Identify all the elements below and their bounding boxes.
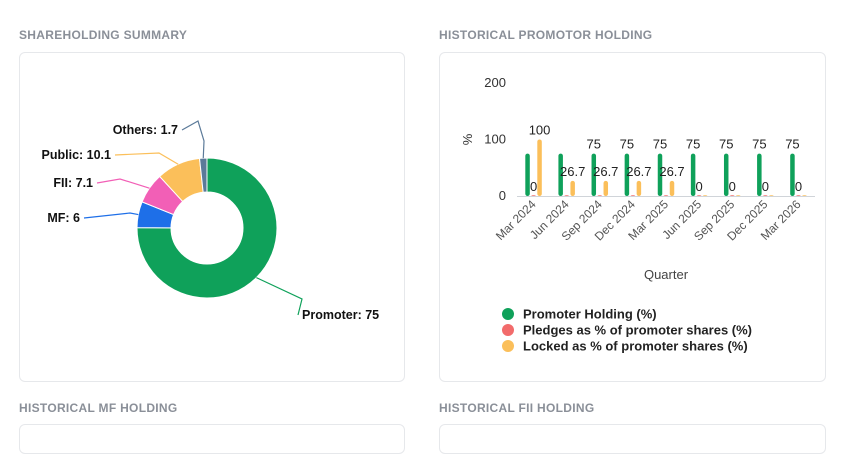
data-label-locked-as-of-promoter-shares-mar-2024: 100 xyxy=(529,123,551,138)
bar-locked-as-of-promoter-shares-sep-2024 xyxy=(603,180,609,196)
historical-mf-card xyxy=(19,424,405,454)
data-label-locked-as-of-promoter-shares-mar-2025: 26.7 xyxy=(659,164,684,179)
leader-line-promoter xyxy=(256,277,303,316)
y-tick-label: 100 xyxy=(484,132,506,147)
bar-promoter-holding-dec-2025 xyxy=(757,153,762,196)
bar-pledges-as-of-promoter-shares-mar-2025 xyxy=(663,195,669,196)
bar-pledges-as-of-promoter-shares-dec-2024 xyxy=(630,195,636,196)
bar-locked-as-of-promoter-shares-jun-2024 xyxy=(570,180,575,196)
donut-slice-others xyxy=(198,157,208,193)
bar-locked-as-of-promoter-shares-mar-2024 xyxy=(537,139,542,196)
bar-locked-as-of-promoter-shares-mar-2026 xyxy=(802,195,807,196)
bar-pledges-as-of-promoter-shares-mar-2026 xyxy=(796,195,801,196)
data-label-pledges-as-of-promoter-shares-sep-2025: 0 xyxy=(729,179,736,194)
bar-promoter-holding-dec-2024 xyxy=(624,153,630,196)
historical-promotor-card: 0 100 200% 0 100 Mar 2024 26.7 Jun 2024 75 26.7 Se… xyxy=(439,52,826,382)
data-label-pledges-as-of-promoter-shares-mar-2024: 0 xyxy=(530,179,537,194)
bar-pledges-as-of-promoter-shares-jun-2024 xyxy=(564,195,569,196)
slice-label-promoter: Promoter: 75 xyxy=(302,308,379,322)
bar-promoter-holding-jun-2024 xyxy=(558,153,563,196)
bar-promoter-holding-sep-2025 xyxy=(723,153,729,196)
data-label-locked-as-of-promoter-shares-dec-2024: 26.7 xyxy=(626,164,651,179)
slice-label-public: Public: 10.1 xyxy=(42,148,112,162)
legend-label-promoter-holding: Promoter Holding (%) xyxy=(523,307,657,322)
legend-marker-pledges-as-of-promoter-shares xyxy=(502,324,514,336)
donut-chart: Promoter: 75 MF: 6 FII: 7.1 Public: 10.1Oth… xyxy=(42,120,379,322)
data-label-promoter-holding-dec-2025: 75 xyxy=(752,137,766,152)
bar-locked-as-of-promoter-shares-dec-2025 xyxy=(769,195,774,196)
legend-marker-promoter-holding xyxy=(502,308,514,320)
donut-slice-promoter xyxy=(136,157,278,299)
y-axis-label: % xyxy=(460,133,475,145)
data-label-promoter-holding-jun-2025: 75 xyxy=(686,137,700,152)
leader-line-public xyxy=(114,152,179,165)
bar-promoter-holding-mar-2024 xyxy=(525,153,530,196)
data-label-promoter-holding-mar-2026: 75 xyxy=(785,137,799,152)
bar-locked-as-of-promoter-shares-mar-2025 xyxy=(669,180,675,196)
y-tick-label: 0 xyxy=(499,188,506,203)
bar-pledges-as-of-promoter-shares-mar-2024 xyxy=(531,195,536,196)
leader-line-mf xyxy=(83,212,139,219)
data-label-pledges-as-of-promoter-shares-mar-2026: 0 xyxy=(795,179,802,194)
legend-marker-locked-as-of-promoter-shares xyxy=(502,340,514,352)
bar-promoter-holding-jun-2025 xyxy=(690,153,696,196)
data-label-promoter-holding-sep-2024: 75 xyxy=(587,137,601,152)
historical-fii-card xyxy=(439,424,826,454)
legend-label-locked-as-of-promoter-shares: Locked as % of promoter shares (%) xyxy=(523,339,748,354)
section-title-historical-mf: HISTORICAL MF HOLDING xyxy=(19,401,178,415)
leader-line-others xyxy=(181,120,205,159)
data-label-pledges-as-of-promoter-shares-dec-2025: 0 xyxy=(762,179,769,194)
slice-label-others: Others: 1.7 xyxy=(113,123,178,137)
data-label-promoter-holding-dec-2024: 75 xyxy=(620,137,634,152)
leader-line-fii xyxy=(96,178,150,189)
bar-promoter-holding-mar-2025 xyxy=(657,153,663,196)
slice-label-fii: FII: 7.1 xyxy=(53,176,93,190)
section-title-historical-fii: HISTORICAL FII HOLDING xyxy=(439,401,595,415)
bar-pledges-as-of-promoter-shares-dec-2025 xyxy=(763,195,768,196)
bar-locked-as-of-promoter-shares-dec-2024 xyxy=(636,180,642,196)
bar-promoter-holding-sep-2024 xyxy=(591,153,597,196)
data-label-promoter-holding-sep-2025: 75 xyxy=(719,137,733,152)
data-label-locked-as-of-promoter-shares-sep-2024: 26.7 xyxy=(593,164,618,179)
bar-pledges-as-of-promoter-shares-jun-2025 xyxy=(696,195,702,196)
bar-promoter-holding-mar-2026 xyxy=(790,153,795,196)
data-label-locked-as-of-promoter-shares-jun-2024: 26.7 xyxy=(560,164,585,179)
section-title-shareholding-summary: SHAREHOLDING SUMMARY xyxy=(19,28,188,42)
data-label-pledges-as-of-promoter-shares-jun-2025: 0 xyxy=(695,179,702,194)
shareholding-summary-card: Promoter: 75 MF: 6 FII: 7.1 Public: 10.1 Oth… xyxy=(19,52,405,382)
section-title-historical-promotor: HISTORICAL PROMOTOR HOLDING xyxy=(439,28,653,42)
y-tick-label: 200 xyxy=(484,75,506,90)
bar-locked-as-of-promoter-shares-sep-2025 xyxy=(735,195,741,196)
legend-label-pledges-as-of-promoter-shares: Pledges as % of promoter shares (%) xyxy=(523,323,752,338)
x-axis-label: Quarter xyxy=(644,267,689,282)
slice-label-mf: MF: 6 xyxy=(47,211,80,225)
bar-pledges-as-of-promoter-shares-sep-2025 xyxy=(729,195,735,196)
bar-locked-as-of-promoter-shares-jun-2025 xyxy=(702,195,708,196)
data-label-promoter-holding-mar-2025: 75 xyxy=(653,137,667,152)
bar-pledges-as-of-promoter-shares-sep-2024 xyxy=(597,195,603,196)
